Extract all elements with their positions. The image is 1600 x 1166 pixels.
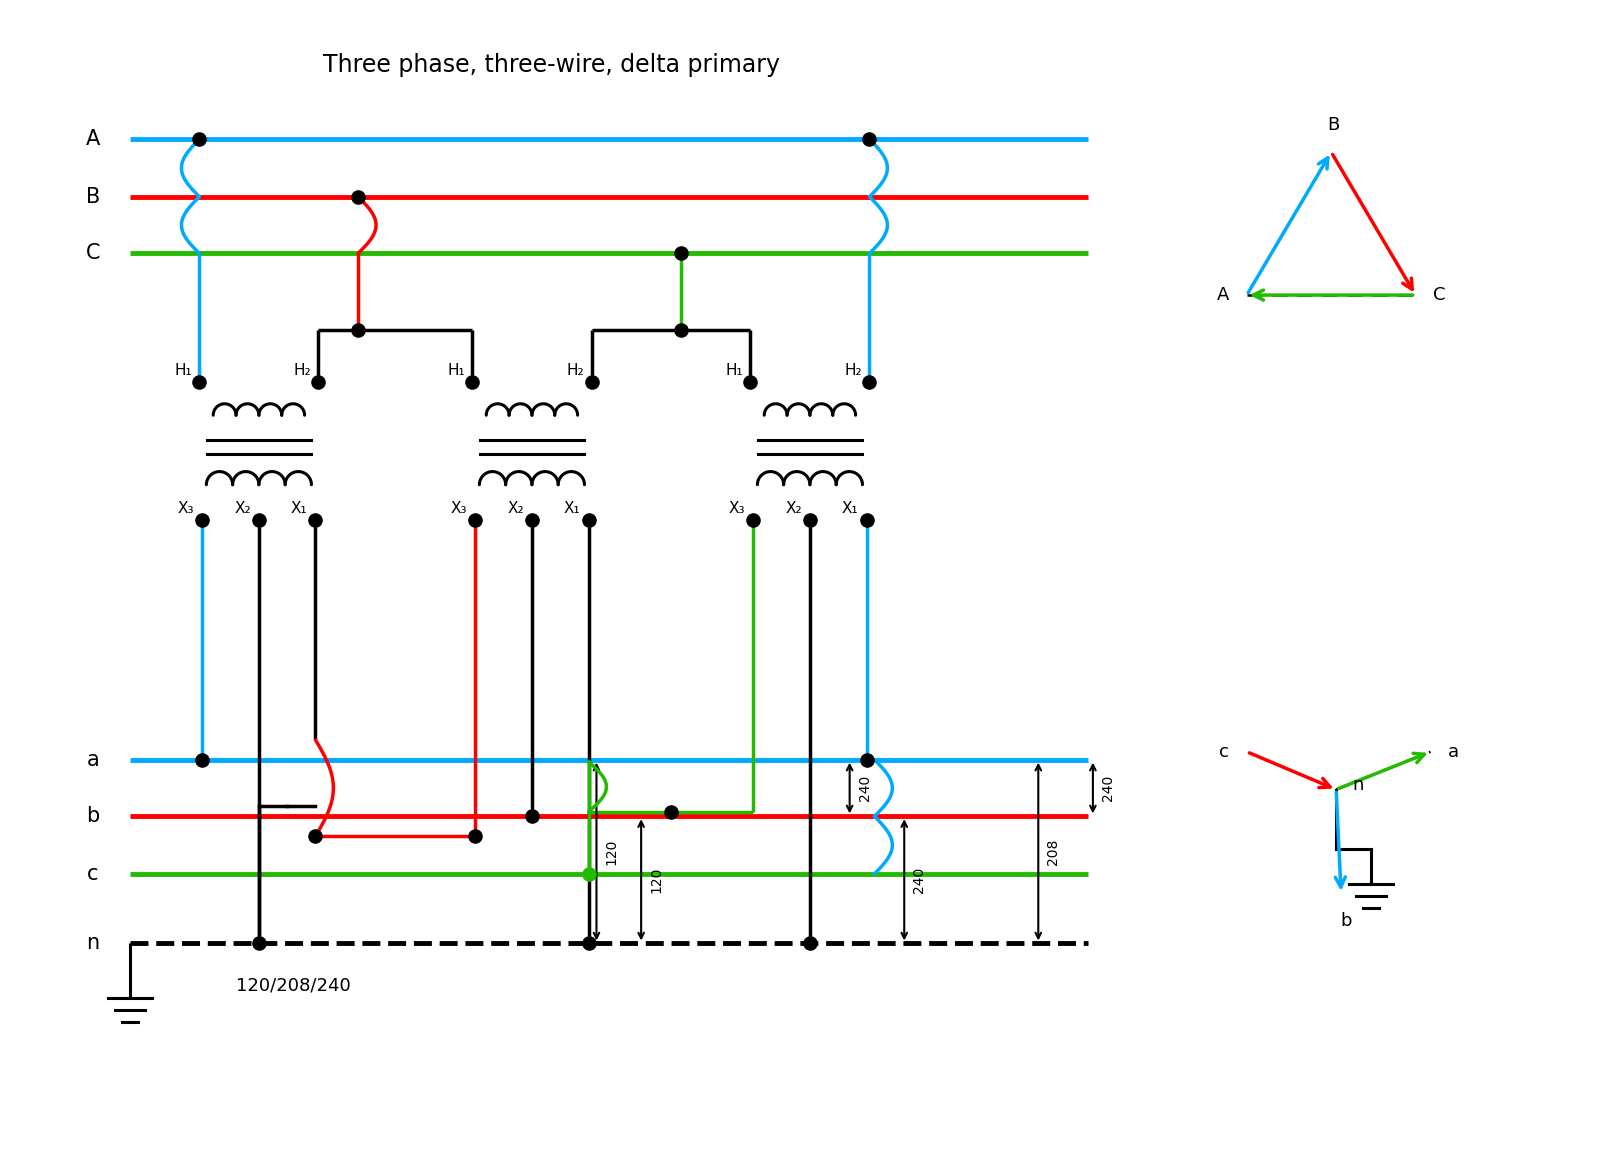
Text: X₂: X₂ [507, 500, 523, 515]
Point [658, 802, 683, 821]
Point [189, 751, 214, 770]
Text: C: C [1434, 286, 1446, 304]
Text: X₃: X₃ [178, 500, 194, 515]
Text: H₂: H₂ [294, 363, 312, 378]
Point [797, 934, 822, 953]
Text: 240: 240 [912, 866, 926, 893]
Point [854, 751, 880, 770]
Point [346, 188, 371, 206]
Point [518, 807, 544, 826]
Point [669, 244, 694, 262]
Text: C: C [86, 244, 101, 264]
Text: H₁: H₁ [174, 363, 192, 378]
Text: H₂: H₂ [566, 363, 584, 378]
Text: X₁: X₁ [291, 500, 307, 515]
Point [187, 129, 213, 148]
Point [856, 373, 882, 392]
Point [302, 827, 328, 845]
Text: H₂: H₂ [845, 363, 862, 378]
Point [462, 827, 488, 845]
Text: B: B [86, 187, 101, 206]
Text: a: a [86, 750, 99, 770]
Text: c: c [1219, 743, 1229, 760]
Text: 120: 120 [650, 866, 662, 893]
Point [187, 373, 213, 392]
Point [856, 129, 882, 148]
Point [669, 321, 694, 339]
Point [306, 373, 331, 392]
Point [576, 864, 602, 883]
Text: X₃: X₃ [728, 500, 746, 515]
Text: n: n [1352, 775, 1363, 794]
Text: 120: 120 [605, 838, 619, 865]
Point [302, 511, 328, 529]
Text: 240: 240 [1101, 775, 1115, 801]
Text: A: A [86, 129, 101, 149]
Point [518, 511, 544, 529]
Text: B: B [1326, 117, 1339, 134]
Point [579, 373, 605, 392]
Point [738, 373, 763, 392]
Text: b: b [86, 807, 99, 827]
Text: H₁: H₁ [725, 363, 742, 378]
Point [576, 511, 602, 529]
Text: b: b [1341, 912, 1352, 929]
Point [854, 511, 880, 529]
Text: n: n [86, 934, 99, 954]
Text: 240: 240 [858, 775, 872, 801]
Point [797, 511, 822, 529]
Text: c: c [88, 864, 99, 884]
Text: Three phase, three-wire, delta primary: Three phase, three-wire, delta primary [323, 52, 781, 77]
Point [459, 373, 485, 392]
Text: 208: 208 [1046, 838, 1061, 865]
Text: X₁: X₁ [842, 500, 858, 515]
Text: X₃: X₃ [451, 500, 467, 515]
Point [576, 934, 602, 953]
Text: A: A [1216, 286, 1229, 304]
Point [189, 511, 214, 529]
Point [346, 321, 371, 339]
Text: X₂: X₂ [234, 500, 251, 515]
Text: a: a [1448, 743, 1459, 760]
Point [741, 511, 766, 529]
Text: H₁: H₁ [448, 363, 466, 378]
Text: X₂: X₂ [786, 500, 802, 515]
Point [246, 934, 272, 953]
Point [462, 511, 488, 529]
Text: 120/208/240: 120/208/240 [237, 976, 350, 995]
Point [246, 511, 272, 529]
Text: X₁: X₁ [563, 500, 581, 515]
